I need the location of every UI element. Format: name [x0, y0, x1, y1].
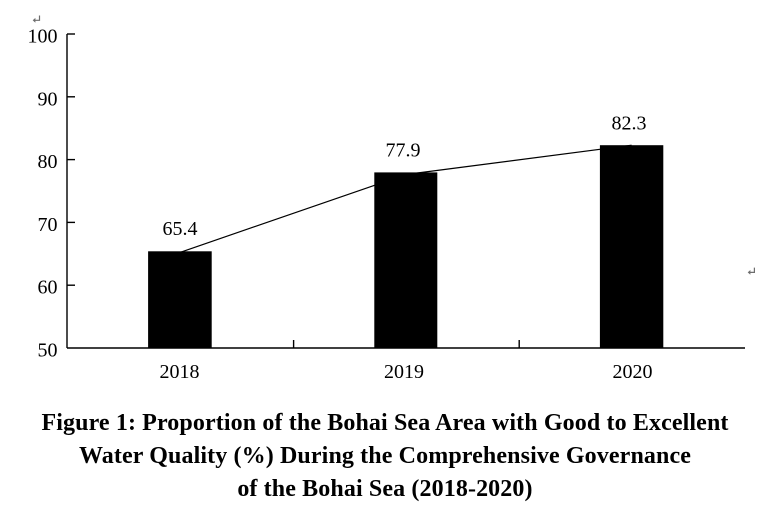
svg-text:2019: 2019	[384, 361, 424, 383]
svg-text:65.4: 65.4	[163, 218, 198, 240]
svg-text:60: 60	[38, 277, 58, 299]
svg-text:77.9: 77.9	[386, 140, 421, 162]
svg-text:50: 50	[38, 340, 58, 362]
svg-text:70: 70	[38, 214, 58, 236]
svg-text:2020: 2020	[613, 361, 653, 383]
svg-text:2018: 2018	[160, 361, 200, 383]
svg-text:80: 80	[38, 151, 58, 173]
svg-text:100: 100	[28, 26, 58, 48]
svg-text:90: 90	[38, 88, 58, 110]
svg-text:82.3: 82.3	[612, 112, 647, 134]
